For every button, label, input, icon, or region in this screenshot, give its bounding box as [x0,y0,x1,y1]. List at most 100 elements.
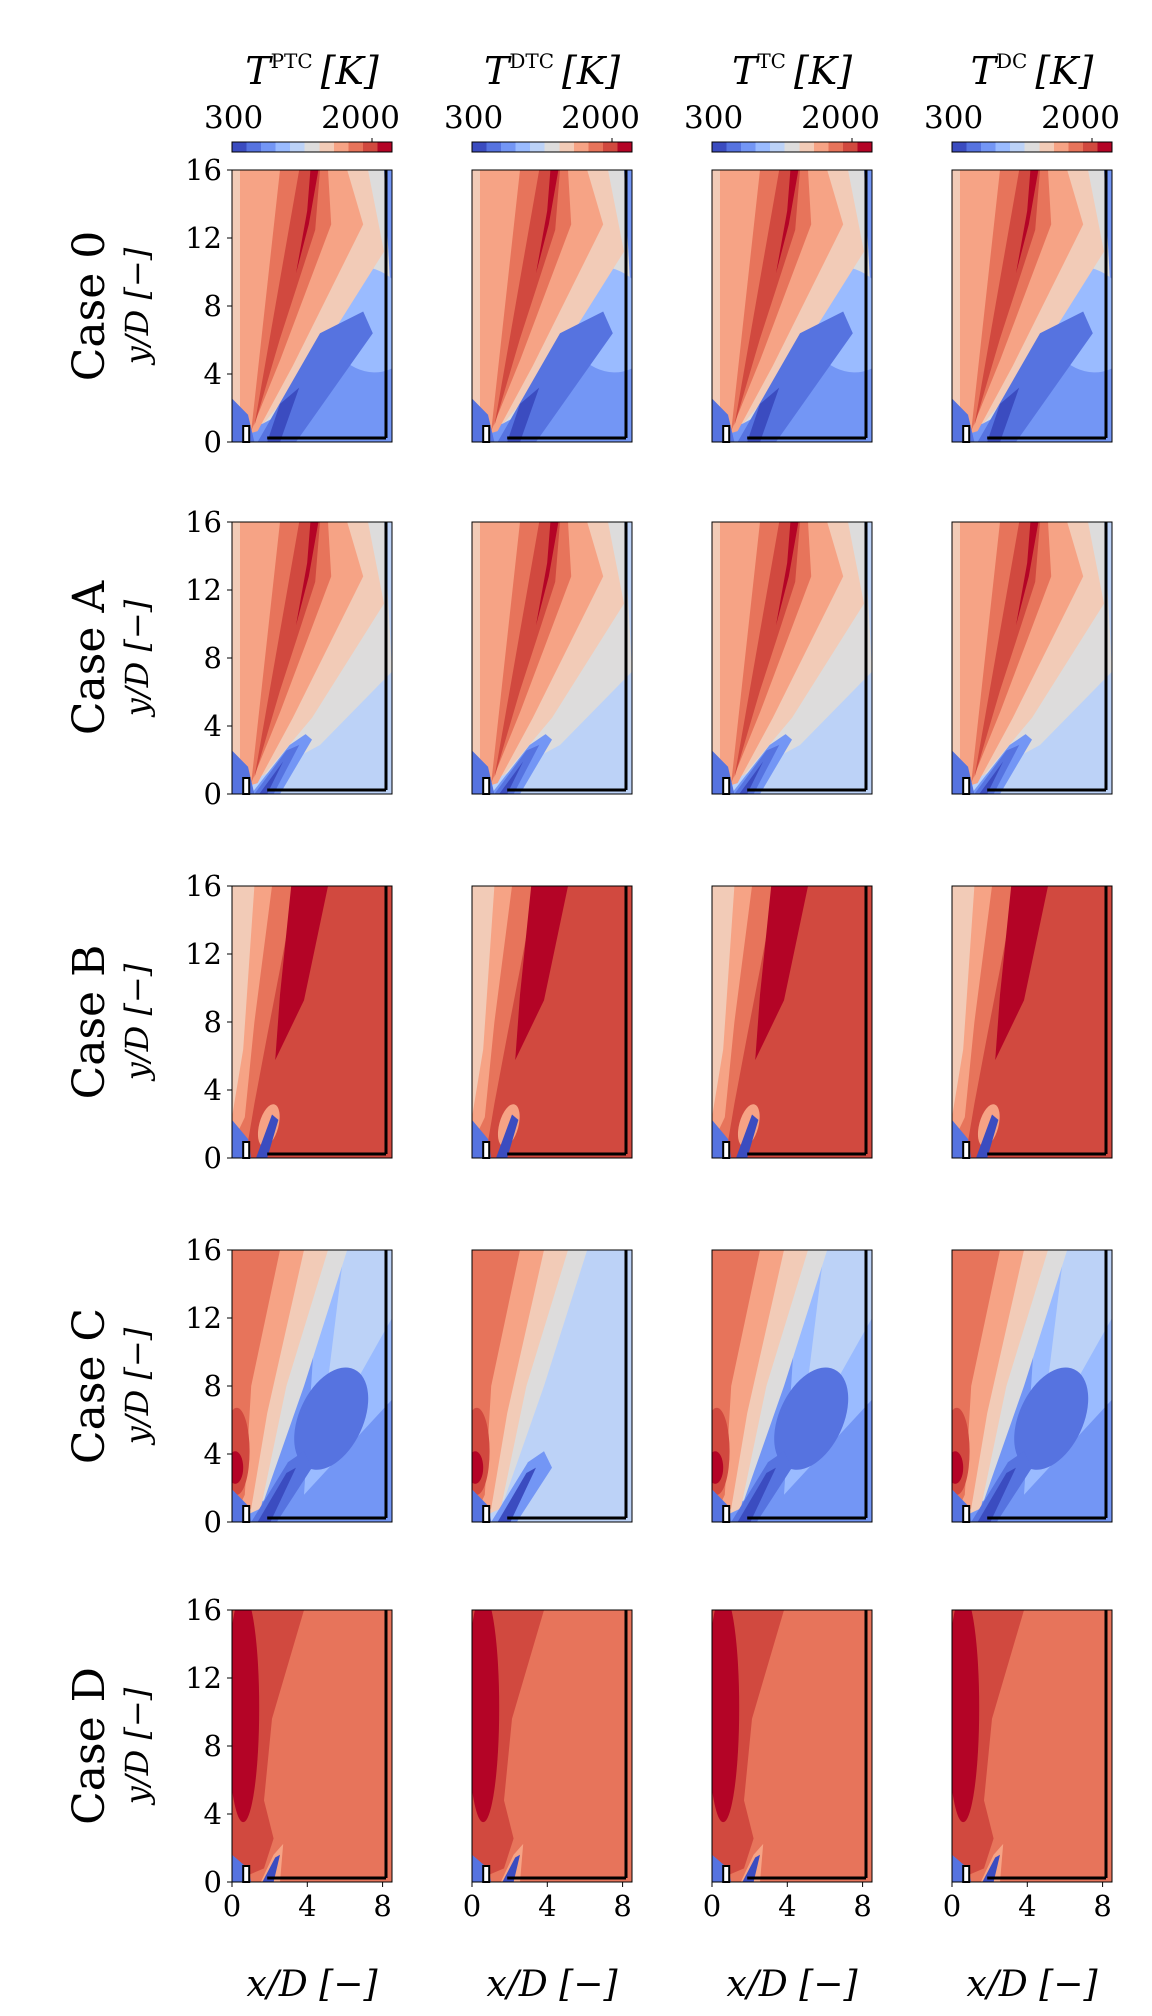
y-tick-label: 12 [185,573,222,607]
nozzle [962,777,971,795]
y-tick-label: 0 [204,777,222,811]
contour-band [275,886,328,1061]
contour-band [712,1451,724,1484]
contour-panel [711,885,873,1159]
contour-panel [951,169,1113,443]
nozzle [722,777,731,795]
y-tick-label: 12 [185,1661,222,1695]
y-tick-label: 8 [204,1729,222,1763]
panel-field [472,170,632,442]
contour-band [952,886,975,1118]
panel-field [712,1250,872,1522]
contour-panel [471,1249,633,1523]
contour-band [294,1367,369,1470]
colorbar-min-label: 300 [204,100,263,136]
column-title: TTC [K] [732,49,852,93]
panel-field [712,1610,872,1882]
colorbar-min-label: 300 [684,100,743,136]
y-tick-label: 16 [185,505,222,539]
colorbar-row: TPTC [K] 300 2000 TDTC [K] 300 2000 TTC [K] 300 200… [204,49,1120,153]
contour-band [296,522,319,626]
nozzle [722,1505,731,1523]
contour-panel [711,521,873,795]
column-title-superscript: DC [996,49,1027,73]
row-label-case: Case C [64,1308,115,1464]
y-tick-label: 8 [204,1005,222,1039]
panel-field [232,170,392,442]
column-title: TPTC [K] [245,49,379,93]
contour-band [256,1114,279,1158]
panel-field [232,1250,392,1522]
nozzle [242,1141,251,1159]
contour-band [747,387,780,442]
y-tick-label: 4 [204,1073,222,1107]
column-title-superscript: DTC [509,49,554,73]
x-tick-label: 4 [298,1889,316,1923]
panel-field [712,522,872,794]
y-tick-label: 12 [185,937,222,971]
column-title-symbol: T [732,49,760,93]
contour-band [257,1467,296,1522]
panel-frame [951,1609,1113,1883]
column-title-unit: [K] [794,49,852,93]
y-tick-label: 8 [204,641,222,675]
colorbar-max-label: 2000 [321,100,400,136]
row-label-case: Case 0 [64,231,115,382]
y-tick-label: 4 [204,357,222,391]
y-axis-label: y/D [−] [118,1687,156,1806]
x-axis-labels: x/D [−] x/D [−] x/D [−] x/D [−] [247,1964,1099,2005]
y-tick-label: 16 [185,153,222,187]
panel-frame [711,169,873,443]
contour-band [472,886,495,1118]
contour-panel: 0 4 8 12 16 0 4 8 [185,1593,393,1923]
panel-frame [471,1609,633,1883]
contour-band [497,1467,536,1522]
panel-field [712,170,872,442]
nozzle [242,425,251,443]
panel-field [232,1610,392,1882]
nozzle [482,1505,491,1523]
x-tick-label: 0 [943,1889,961,1923]
panel-field [472,1610,632,1882]
nozzle [242,777,251,795]
contour-band [976,1114,999,1158]
panel-frame [951,521,1113,795]
y-tick-label: 16 [185,869,222,903]
column-title-unit: [K] [1035,49,1093,93]
row-label-case: Case D [64,1667,115,1825]
contour-band [977,1467,1016,1522]
contour-band [536,170,559,274]
contour-band [232,1610,260,1823]
contour-panel [711,1249,873,1523]
contour-band [979,761,1004,794]
nozzle [962,1505,971,1523]
contour-band [515,886,568,1061]
panel-frame [711,1609,873,1883]
nozzle [482,425,491,443]
x-tick-label: 0 [223,1889,241,1923]
panel-field [232,522,392,794]
column-title: TDTC [K] [484,49,620,93]
colorbar-max-label: 2000 [561,100,640,136]
contour-band [734,745,780,794]
contour-band [952,1610,980,1823]
colorbar [951,141,1113,153]
nozzle [962,1865,971,1883]
contour-band [739,761,764,794]
contour-band [982,1854,1000,1882]
y-tick-label: 0 [204,1141,222,1175]
contour-band [499,761,524,794]
panel-field [472,522,632,794]
contour-band [742,1854,760,1882]
nozzle [482,1141,491,1159]
contour-panel [471,169,633,443]
contour-band [1014,1367,1089,1470]
contour-band [536,522,559,626]
colorbar-max-label: 2000 [801,100,880,136]
y-axis-label: y/D [−] [118,1327,156,1446]
column-title-superscript: TC [757,49,786,73]
colorbar-min-label: 300 [924,100,983,136]
y-tick-label: 8 [204,289,222,323]
colorbar [471,141,633,153]
